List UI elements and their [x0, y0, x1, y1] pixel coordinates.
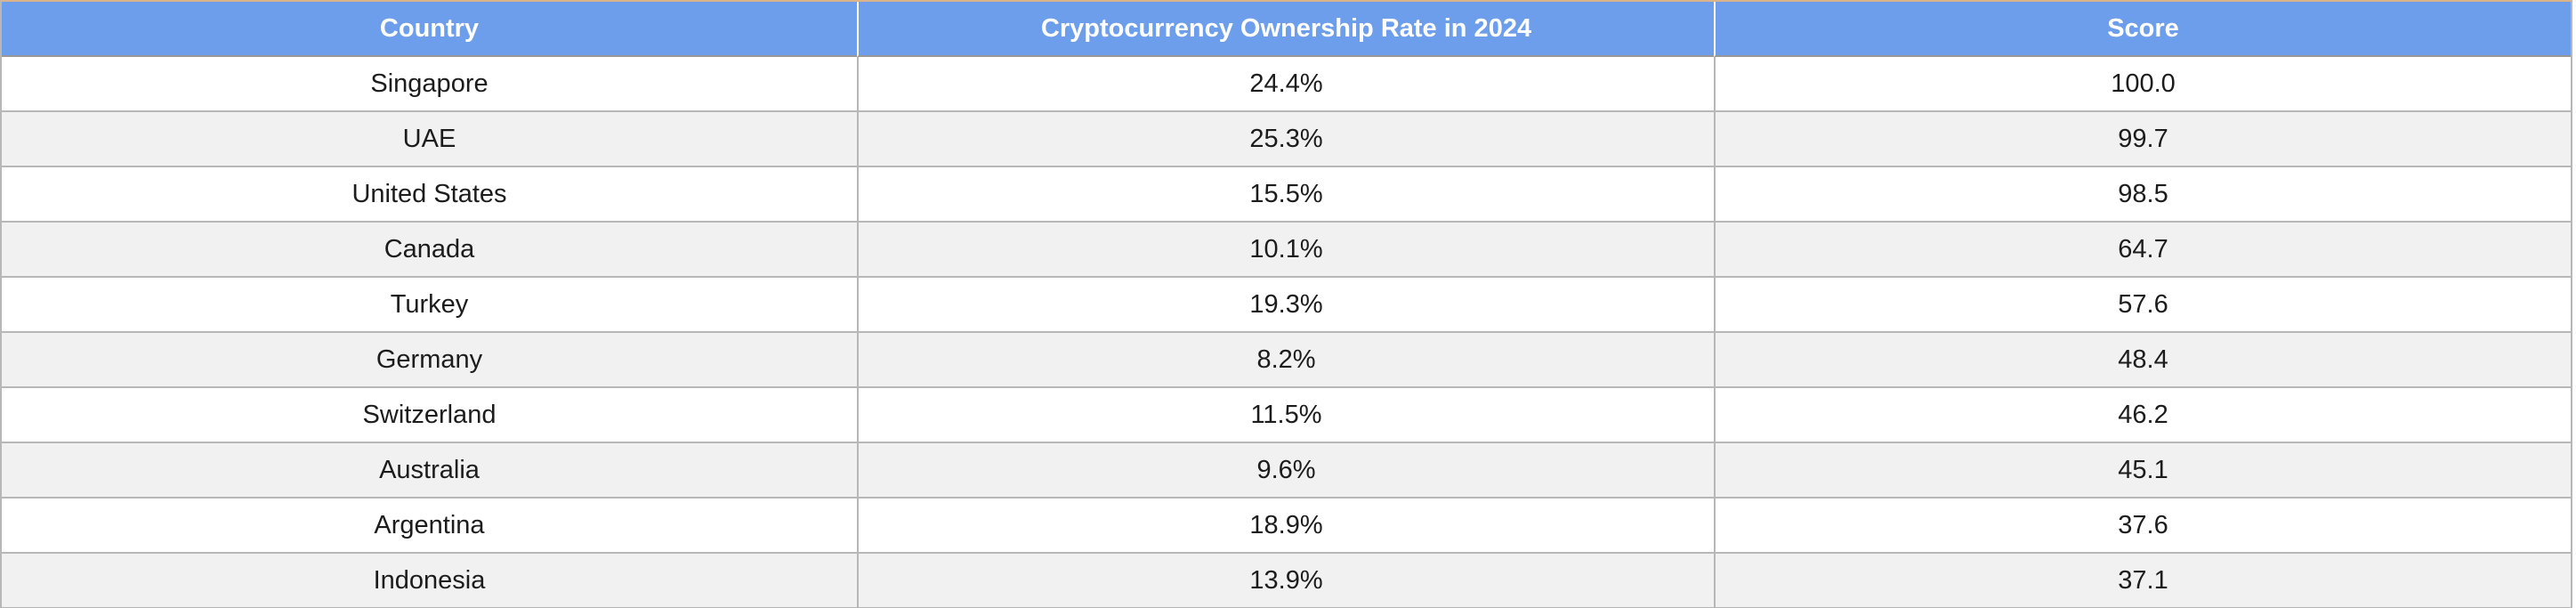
cell-score: 99.7 — [1713, 112, 2571, 167]
table-row: Indonesia 13.9% 37.1 — [2, 554, 2571, 607]
cell-country: Germany — [2, 333, 857, 388]
cell-ownership-rate: 24.4% — [857, 57, 1714, 112]
cell-ownership-rate: 11.5% — [857, 388, 1714, 443]
cell-score: 37.1 — [1713, 554, 2571, 607]
table-header: Country Cryptocurrency Ownership Rate in… — [2, 2, 2571, 57]
cell-country: Turkey — [2, 278, 857, 333]
cell-score: 46.2 — [1713, 388, 2571, 443]
cell-score: 45.1 — [1713, 443, 2571, 499]
table-row: UAE 25.3% 99.7 — [2, 112, 2571, 167]
cell-country: UAE — [2, 112, 857, 167]
cell-score: 37.6 — [1713, 499, 2571, 554]
table-row: Argentina 18.9% 37.6 — [2, 499, 2571, 554]
cell-ownership-rate: 8.2% — [857, 333, 1714, 388]
table-row: Switzerland 11.5% 46.2 — [2, 388, 2571, 443]
cell-country: Argentina — [2, 499, 857, 554]
cell-score: 64.7 — [1713, 223, 2571, 278]
cell-ownership-rate: 19.3% — [857, 278, 1714, 333]
cell-ownership-rate: 15.5% — [857, 167, 1714, 223]
column-header-ownership-rate: Cryptocurrency Ownership Rate in 2024 — [857, 2, 1714, 57]
table-row: Germany 8.2% 48.4 — [2, 333, 2571, 388]
cell-score: 100.0 — [1713, 57, 2571, 112]
column-header-score: Score — [1713, 2, 2571, 57]
table-body: Singapore 24.4% 100.0 UAE 25.3% 99.7 Uni… — [2, 57, 2571, 607]
cell-score: 57.6 — [1713, 278, 2571, 333]
cell-score: 98.5 — [1713, 167, 2571, 223]
cell-country: Singapore — [2, 57, 857, 112]
cell-country: Australia — [2, 443, 857, 499]
table-row: United States 15.5% 98.5 — [2, 167, 2571, 223]
cell-ownership-rate: 18.9% — [857, 499, 1714, 554]
table-row: Canada 10.1% 64.7 — [2, 223, 2571, 278]
cell-ownership-rate: 9.6% — [857, 443, 1714, 499]
cell-ownership-rate: 13.9% — [857, 554, 1714, 607]
cell-country: Indonesia — [2, 554, 857, 607]
cell-ownership-rate: 25.3% — [857, 112, 1714, 167]
header-row: Country Cryptocurrency Ownership Rate in… — [2, 2, 2571, 57]
table-row: Australia 9.6% 45.1 — [2, 443, 2571, 499]
cell-score: 48.4 — [1713, 333, 2571, 388]
table-row: Singapore 24.4% 100.0 — [2, 57, 2571, 112]
cell-country: United States — [2, 167, 857, 223]
cell-country: Switzerland — [2, 388, 857, 443]
table-row: Turkey 19.3% 57.6 — [2, 278, 2571, 333]
column-header-country: Country — [2, 2, 857, 57]
cell-ownership-rate: 10.1% — [857, 223, 1714, 278]
cell-country: Canada — [2, 223, 857, 278]
